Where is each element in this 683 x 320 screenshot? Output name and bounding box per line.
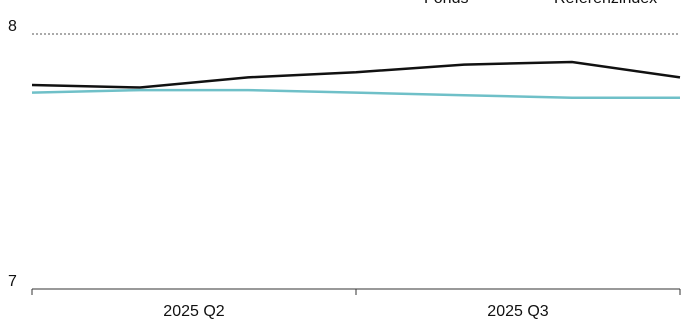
y-tick-label: 7: [8, 273, 17, 290]
x-tick-label: 2025 Q3: [487, 303, 548, 320]
line-series: [31, 60, 681, 89]
legend-label: Fonds: [424, 0, 468, 7]
legend-label: Referenzindex: [554, 0, 657, 7]
x-tick-label: 2025 Q2: [163, 303, 224, 320]
line-series: [31, 88, 680, 99]
y-tick-label: 8: [8, 18, 17, 35]
